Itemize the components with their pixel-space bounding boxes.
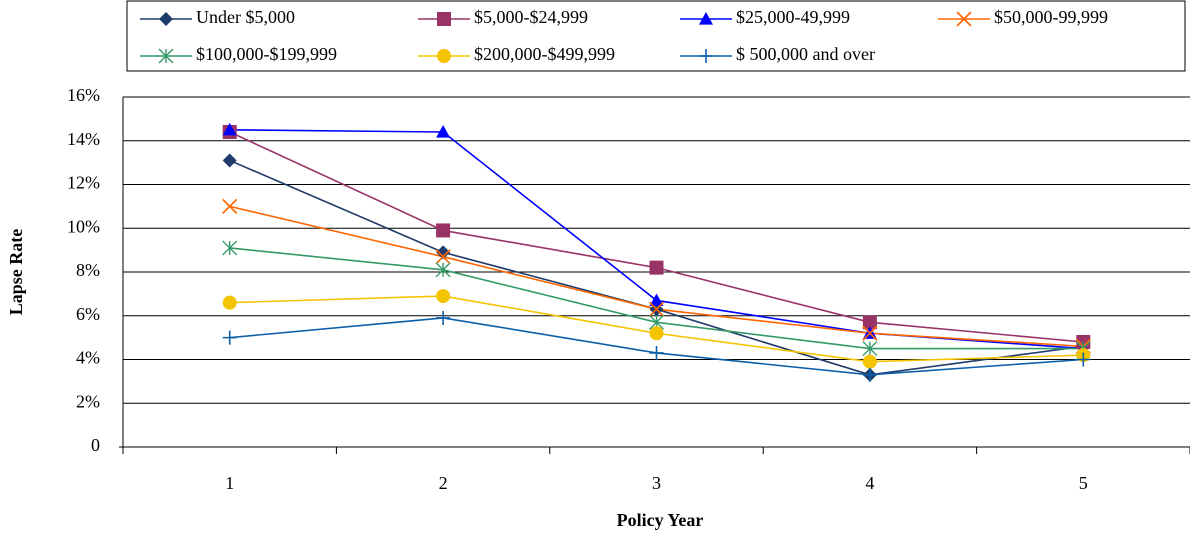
y-tick-label: 0 (91, 435, 100, 455)
y-tick-label: 4% (76, 348, 100, 368)
legend-label: $200,000-$499,999 (474, 44, 615, 64)
legend-label: $100,000-$199,999 (196, 44, 337, 64)
legend-label: Under $5,000 (196, 7, 295, 27)
marker (435, 249, 451, 265)
marker (648, 301, 665, 317)
x-tick-label: 2 (439, 473, 448, 493)
x-tick-label: 4 (865, 473, 874, 493)
legend-box (126, 0, 1186, 72)
marker (699, 49, 713, 63)
y-tick-label: 10% (67, 216, 100, 236)
y-tick-label: 16% (67, 85, 100, 105)
marker (436, 289, 451, 304)
marker (222, 295, 237, 310)
legend-label: $5,000-$24,999 (474, 7, 588, 27)
marker (435, 262, 451, 278)
marker (436, 310, 451, 325)
marker (158, 48, 174, 64)
y-tick-label: 6% (76, 304, 100, 324)
x-tick-label: 1 (225, 473, 234, 493)
y-tick-label: 14% (67, 129, 100, 149)
marker (436, 223, 451, 238)
x-tick-label: 3 (652, 473, 661, 493)
y-tick-label: 8% (76, 260, 100, 280)
legend-item: $100,000-$199,999 (140, 44, 337, 64)
legend-item: $5,000-$24,999 (418, 7, 588, 27)
marker (436, 245, 451, 260)
legend-label: $50,000-99,999 (994, 7, 1108, 27)
x-axis-label: Policy Year (617, 510, 704, 530)
marker (649, 326, 664, 341)
legend-item: $25,000-49,999 (680, 7, 850, 27)
marker (437, 12, 451, 26)
marker (699, 12, 713, 25)
legend-label: $25,000-49,999 (736, 7, 850, 27)
marker (862, 367, 877, 382)
marker (159, 12, 173, 26)
y-axis-label: Lapse Rate (6, 229, 26, 316)
legend-label: $ 500,000 and over (736, 44, 875, 64)
marker (649, 293, 664, 307)
y-tick-label: 12% (67, 173, 100, 193)
legend-item: Under $5,000 (140, 7, 295, 27)
marker (862, 315, 877, 330)
marker (649, 260, 664, 275)
marker (649, 345, 664, 360)
legend-item: $ 500,000 and over (680, 44, 875, 64)
legend-item: $200,000-$499,999 (418, 44, 615, 64)
marker (222, 153, 237, 168)
marker (222, 240, 238, 256)
marker (222, 198, 238, 214)
legend-item: $50,000-99,999 (938, 7, 1108, 27)
marker (862, 325, 878, 341)
y-tick-label: 2% (76, 391, 100, 411)
marker (862, 354, 877, 369)
marker (956, 11, 972, 27)
marker (862, 341, 878, 357)
marker (436, 125, 451, 138)
marker (222, 122, 237, 136)
x-tick-label: 5 (1079, 473, 1088, 493)
marker (222, 330, 237, 345)
marker (1076, 352, 1091, 367)
marker (437, 49, 451, 63)
